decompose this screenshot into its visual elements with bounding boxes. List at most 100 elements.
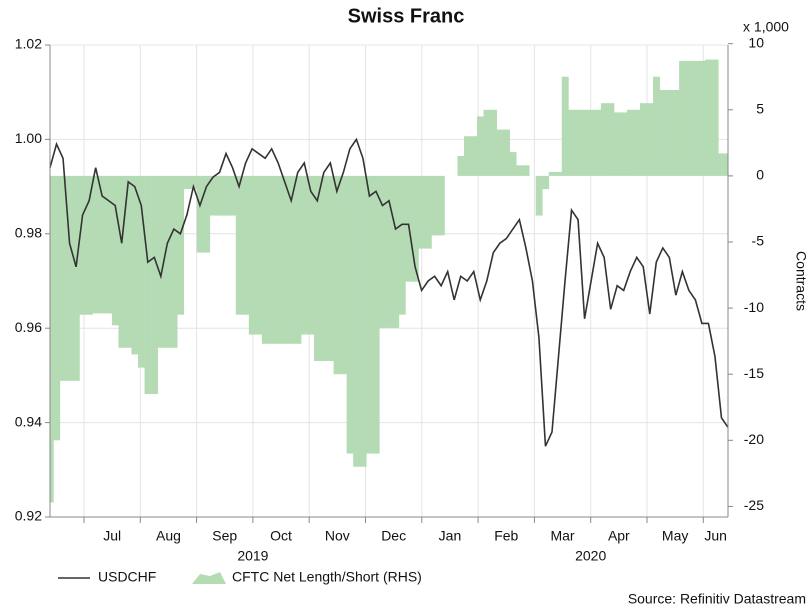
area-segment	[561, 76, 569, 176]
y2-tick-label: 5	[756, 100, 764, 116]
area-segment	[85, 175, 93, 315]
area-segment	[255, 175, 263, 335]
area-segment	[600, 103, 608, 176]
area-segment	[457, 156, 465, 176]
area-segment	[659, 89, 667, 176]
area-segment	[346, 175, 354, 454]
legend-swatch	[192, 572, 226, 584]
area-segment	[216, 175, 224, 216]
area-segment	[50, 175, 54, 503]
x-tick-label: Jun	[704, 528, 727, 544]
area-segment	[53, 175, 61, 441]
y-tick-label: 1.00	[15, 130, 42, 146]
area-segment	[418, 175, 426, 249]
area-segment	[98, 175, 106, 314]
area-segment	[711, 59, 719, 176]
y2-unit: x 1,000	[743, 19, 789, 35]
area-segment	[463, 136, 471, 176]
x-tick-label: Mar	[550, 528, 574, 544]
area-segment	[607, 103, 615, 176]
y2-axis-title: Contracts	[793, 251, 809, 311]
area-segment	[229, 175, 237, 216]
x-tick-label: Apr	[608, 528, 630, 544]
area-segment	[287, 175, 295, 344]
area-segment	[372, 175, 380, 454]
x-tick-label: May	[662, 528, 688, 544]
area-segment	[431, 175, 439, 236]
area-segment	[379, 175, 387, 328]
area-segment	[66, 175, 74, 381]
area-segment	[209, 175, 217, 216]
area-segment	[268, 175, 276, 344]
area-segment	[327, 175, 334, 361]
y2-tick-label: -15	[744, 365, 764, 381]
y2-tick-label: -20	[744, 431, 764, 447]
x-year-label: 2020	[575, 548, 606, 564]
y-tick-label: 0.96	[15, 319, 42, 335]
y2-tick-label: -5	[752, 233, 765, 249]
area-segment	[692, 60, 700, 176]
area-segment	[281, 175, 289, 344]
y2-tick-label: 10	[748, 34, 764, 50]
area-segment	[490, 109, 497, 176]
area-segment	[92, 175, 100, 314]
area-segment	[503, 129, 511, 176]
line	[49, 137, 729, 447]
area-segment	[522, 165, 530, 176]
area-segment	[698, 60, 706, 176]
area-segment	[359, 175, 367, 467]
area-segment	[105, 175, 113, 314]
area-segment	[581, 109, 589, 176]
area-segment	[177, 175, 185, 315]
x-tick-label: Sep	[212, 528, 237, 544]
area-segment	[242, 175, 250, 315]
area-segment	[235, 175, 243, 315]
area-segment	[411, 175, 419, 282]
area-segment	[314, 175, 321, 361]
area-segment	[483, 109, 491, 176]
area-segment	[587, 109, 595, 176]
y2-tick-label: -25	[744, 497, 764, 513]
area-segment	[72, 175, 80, 381]
y-tick-label: 1.02	[15, 36, 42, 52]
y2-tick-label: -10	[744, 299, 764, 315]
area-segment	[653, 76, 660, 176]
area-segment	[261, 175, 269, 344]
area-segment	[672, 89, 680, 176]
area-segment	[477, 116, 484, 176]
area-segment	[59, 175, 67, 381]
x-tick-label: Nov	[325, 528, 350, 544]
y-tick-label: 0.98	[15, 225, 42, 241]
source-note: Source: Refinitiv Datastream	[628, 591, 806, 607]
area-segment	[274, 175, 282, 344]
area-segment	[294, 175, 302, 344]
x-year-label: 2019	[237, 548, 268, 564]
x-tick-label: Dec	[381, 528, 406, 544]
area-segment	[366, 175, 374, 454]
area-segment	[574, 109, 582, 176]
area-segment	[724, 153, 729, 176]
area-segment	[613, 112, 621, 176]
area-segment	[385, 175, 393, 328]
area-segment	[633, 109, 641, 176]
area-segment	[535, 175, 543, 216]
area-segment	[392, 175, 400, 328]
area-segment	[190, 175, 198, 190]
area-segment	[509, 152, 517, 176]
area-segment	[124, 175, 132, 348]
area-segment	[300, 175, 308, 335]
legend-label: USDCHF	[98, 569, 156, 585]
area-segment	[424, 175, 432, 249]
area-segment	[470, 136, 478, 176]
y2-tick-label: 0	[756, 167, 764, 183]
x-tick-label: Jul	[103, 528, 121, 544]
area-segment	[685, 60, 693, 176]
area-segment	[496, 129, 504, 176]
area-segment	[79, 175, 87, 315]
area-segment	[111, 175, 119, 326]
area-segment	[666, 89, 673, 176]
area-segment	[555, 171, 563, 176]
area-segment	[679, 60, 687, 176]
area-segment	[516, 165, 524, 176]
area-segment	[437, 175, 445, 236]
